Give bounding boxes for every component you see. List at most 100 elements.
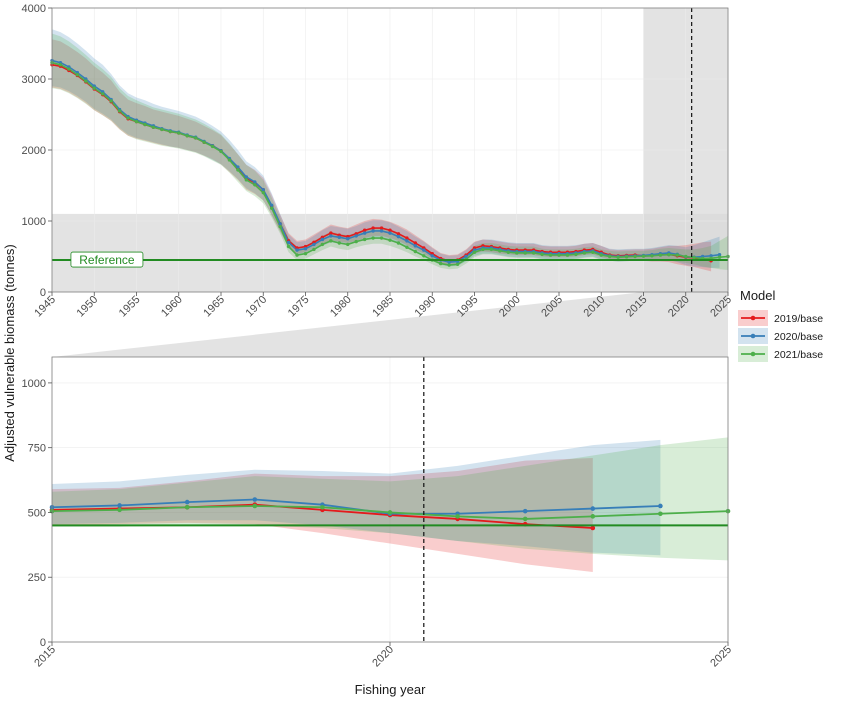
data-point-2019-base (396, 232, 401, 236)
data-point-2020-base (286, 240, 291, 244)
legend-label: 2019/base (774, 313, 823, 325)
data-point-2021-base (75, 73, 80, 77)
data-point-2020-base (362, 231, 367, 235)
data-point-2021-base (506, 250, 510, 254)
data-point-2020-base (295, 248, 299, 252)
x-tick-label: 1980 (328, 294, 354, 320)
x-tick-label: 1950 (75, 294, 101, 320)
data-point-2021-base (244, 178, 249, 182)
x-tick-label: 1970 (244, 294, 270, 320)
data-point-2021-base (151, 125, 156, 129)
data-point-2020-base (379, 229, 384, 233)
data-point-2021-base (185, 134, 189, 138)
y-tick-label: 4000 (22, 3, 46, 15)
top-y-axis: 0 1000 2000 3000 4000 (22, 3, 52, 299)
data-point-2021-base (92, 86, 96, 90)
data-point-2020-base (236, 165, 240, 169)
data-point-2021-base (101, 92, 105, 96)
data-point-2019-base (413, 241, 418, 245)
data-point-2021-base (591, 250, 595, 254)
data-point-2020-base (244, 175, 249, 179)
data-point-2021-base (667, 253, 671, 257)
data-point-2021-base (117, 109, 122, 113)
reference-label-box (70, 251, 144, 268)
data-point-2021-base (658, 511, 663, 517)
data-point-2020-base (371, 229, 375, 233)
legend: Model 2019/base 2020/base 2021/base (738, 288, 823, 362)
data-point-2020-base (270, 203, 274, 208)
data-point-2021-base (455, 262, 460, 267)
ci-band-2019-base (52, 458, 593, 573)
x-tick-label: 1965 (201, 294, 227, 320)
data-point-2021-base (210, 144, 215, 149)
data-point-2021-base (489, 247, 494, 252)
data-point-2021-base (531, 251, 536, 255)
data-point-2021-base (565, 253, 570, 257)
bottom-series-points (49, 497, 731, 531)
bottom-y-axis: 0 250 500 750 1000 (22, 378, 52, 649)
data-point-2021-base (134, 119, 139, 124)
data-point-2021-base (236, 168, 240, 172)
legend-key-point (750, 333, 756, 339)
top-panel: Reference 0 1000 2000 3000 4000 1945 1950 1955… (22, 3, 735, 319)
reference-label: Reference (79, 253, 135, 267)
data-point-2021-base (522, 516, 528, 522)
data-point-2021-base (278, 224, 282, 229)
y-tick-label: 500 (28, 507, 46, 519)
data-point-2021-base (346, 242, 350, 247)
data-point-2020-base (590, 506, 596, 511)
data-point-2019-base (388, 228, 392, 232)
legend-label: 2021/base (774, 349, 823, 361)
data-point-2021-base (143, 122, 147, 127)
data-point-2021-base (388, 238, 392, 242)
data-point-2021-base (177, 131, 181, 135)
data-point-2020-base (261, 188, 265, 192)
data-point-2021-base (312, 247, 316, 252)
data-point-2021-base (692, 255, 696, 260)
data-point-2021-base (608, 254, 612, 259)
data-point-2019-base (329, 231, 333, 235)
data-point-2020-base (253, 180, 257, 184)
data-point-2021-base (439, 261, 443, 266)
data-point-2021-base (582, 251, 587, 255)
data-point-2020-base (337, 235, 341, 240)
data-point-2021-base (303, 251, 308, 256)
data-point-2021-base (337, 241, 341, 245)
data-point-2021-base (717, 255, 722, 259)
data-point-2021-base (202, 140, 206, 144)
x-tick-label: 1960 (159, 294, 185, 320)
x-tick-label: 2020 (370, 644, 396, 670)
data-point-2020-base (413, 244, 418, 248)
data-point-2021-base (329, 239, 333, 243)
x-tick-label: 2015 (32, 644, 58, 670)
legend-key-point (750, 351, 756, 357)
data-point-2020-base (464, 254, 468, 259)
data-point-2020-base (346, 237, 350, 241)
data-point-2020-base (447, 260, 451, 264)
y-tick-label: 0 (40, 637, 46, 649)
data-point-2021-base (405, 245, 409, 249)
data-point-2021-base (84, 79, 88, 83)
data-point-2021-base (58, 63, 63, 67)
zoom-connector (52, 292, 728, 357)
data-point-2020-base (320, 237, 325, 242)
data-point-2021-base (590, 514, 596, 519)
data-point-2021-base (252, 503, 258, 509)
data-point-2021-base (109, 99, 113, 103)
data-point-2021-base (684, 254, 688, 259)
data-point-2021-base (320, 242, 325, 247)
data-point-2020-base (658, 503, 663, 509)
data-point-2020-base (522, 508, 528, 514)
x-tick-label: 1985 (370, 294, 396, 320)
ci-band-2021-base (52, 437, 728, 561)
data-point-2021-base (624, 255, 629, 259)
data-point-2019-base (379, 226, 384, 230)
data-point-2021-base (658, 253, 663, 257)
data-point-2020-base (329, 234, 333, 238)
top-reference-line: Reference (52, 251, 728, 268)
data-point-2021-base (675, 253, 679, 257)
data-point-2021-base (455, 514, 460, 519)
data-point-2021-base (354, 239, 358, 244)
y-tick-label: 3000 (22, 74, 46, 86)
data-point-2021-base (447, 263, 451, 267)
